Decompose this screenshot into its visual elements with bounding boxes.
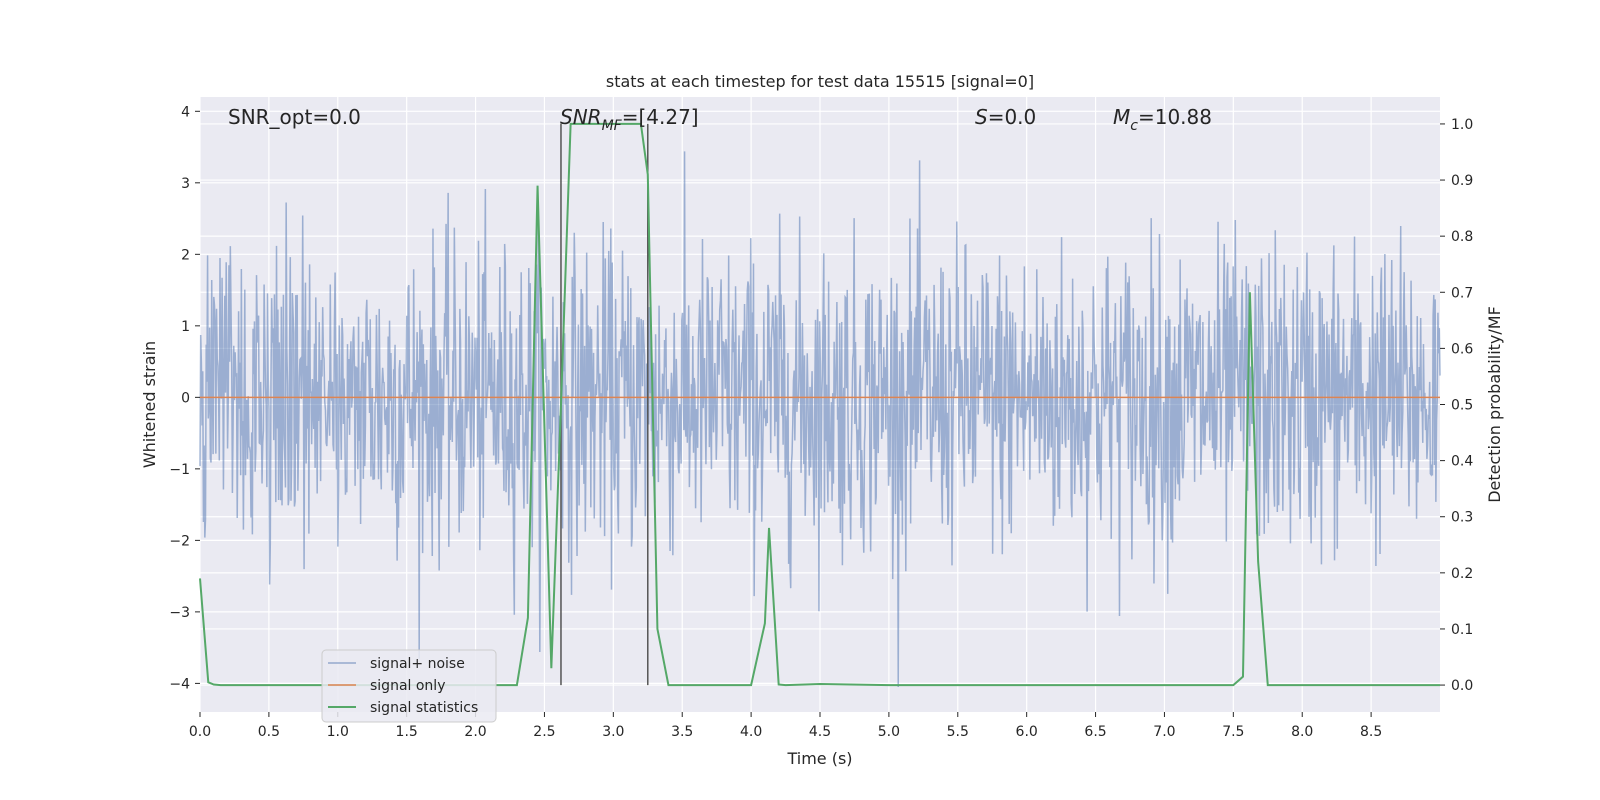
y-axis-right-label: Detection probability/MF bbox=[1485, 306, 1504, 503]
y-tick-label: −4 bbox=[169, 676, 190, 692]
legend-label-signal-only: signal only bbox=[370, 678, 445, 694]
y-tick-label: −2 bbox=[169, 533, 190, 549]
x-tick-label: 3.0 bbox=[602, 724, 624, 740]
annotation-mc-sub: c bbox=[1130, 118, 1138, 134]
y-tick-label: −3 bbox=[169, 605, 190, 621]
y-right-tick-label: 0.2 bbox=[1451, 566, 1473, 582]
y-right-tick-label: 0.3 bbox=[1451, 510, 1473, 526]
y-tick-label: −1 bbox=[169, 462, 190, 478]
ticks-layer: 0.0 0.5 1.0 1.5 2.0 2.5 3.0 3.5 4.0 4.5 5.0 5.5 6.0 6… bbox=[169, 104, 1473, 740]
annotation-s-symbol: S bbox=[975, 105, 988, 129]
x-tick-label: 5.5 bbox=[947, 724, 969, 740]
x-tick-label: 3.5 bbox=[671, 724, 693, 740]
y-tick-label: 4 bbox=[181, 104, 190, 120]
x-tick-label: 4.0 bbox=[740, 724, 762, 740]
annotation-mc-base: M bbox=[1113, 105, 1130, 129]
y-right-tick-label: 0.8 bbox=[1451, 229, 1473, 245]
y-axis-label: Whitened strain bbox=[140, 341, 159, 468]
x-tick-label: 8.0 bbox=[1291, 724, 1313, 740]
annotation-s-value: =0.0 bbox=[988, 105, 1037, 129]
noise-series-layer bbox=[199, 151, 1441, 687]
legend: signal+ noise signal only signal statist… bbox=[321, 649, 497, 723]
annotation-s: S=0.0 bbox=[975, 105, 1036, 129]
x-tick-label: 0.5 bbox=[258, 724, 280, 740]
y-right-tick-label: 0.0 bbox=[1451, 678, 1473, 694]
x-tick-label: 6.5 bbox=[1084, 724, 1106, 740]
annotation-snr-opt: SNR_opt=0.0 bbox=[228, 105, 361, 129]
y-right-tick-label: 0.9 bbox=[1451, 173, 1473, 189]
x-tick-label: 1.5 bbox=[396, 724, 418, 740]
y-right-tick-label: 1.0 bbox=[1451, 117, 1473, 133]
x-tick-label: 7.5 bbox=[1222, 724, 1244, 740]
x-tick-label: 6.0 bbox=[1016, 724, 1038, 740]
chart-title: stats at each timestep for test data 155… bbox=[606, 72, 1034, 91]
y-tick-label: 3 bbox=[181, 176, 190, 192]
annotation-mc: Mc=10.88 bbox=[1113, 105, 1212, 134]
legend-box bbox=[321, 649, 497, 723]
legend-label-signal-statistics: signal statistics bbox=[370, 700, 478, 716]
x-axis-label: Time (s) bbox=[786, 749, 852, 768]
annotation-snr-mf: SNRMF=[4.27] bbox=[560, 105, 699, 134]
y-right-tick-label: 0.5 bbox=[1451, 398, 1473, 414]
x-tick-label: 8.5 bbox=[1360, 724, 1382, 740]
x-tick-label: 2.5 bbox=[533, 724, 555, 740]
y-tick-label: 2 bbox=[181, 247, 190, 263]
series-signal-noise bbox=[199, 151, 1441, 687]
annotation-snr-mf-base: SNR bbox=[560, 105, 602, 129]
x-tick-label: 1.0 bbox=[327, 724, 349, 740]
legend-label-signal-noise: signal+ noise bbox=[370, 656, 465, 672]
y-tick-label: 1 bbox=[181, 319, 190, 335]
x-tick-label: 0.0 bbox=[189, 724, 211, 740]
x-tick-label: 7.0 bbox=[1153, 724, 1175, 740]
y-right-tick-label: 0.7 bbox=[1451, 285, 1473, 301]
y-right-tick-label: 0.4 bbox=[1451, 454, 1473, 470]
annotation-mc-value: =10.88 bbox=[1138, 105, 1212, 129]
y-right-tick-label: 0.1 bbox=[1451, 622, 1473, 638]
x-tick-label: 2.0 bbox=[464, 724, 486, 740]
x-tick-label: 5.0 bbox=[878, 724, 900, 740]
annotation-snr-mf-value: =[4.27] bbox=[622, 105, 699, 129]
y-tick-label: 0 bbox=[181, 390, 190, 406]
x-tick-label: 4.5 bbox=[809, 724, 831, 740]
y-right-tick-label: 0.6 bbox=[1451, 341, 1473, 357]
annotation-snr-mf-sub: MF bbox=[602, 118, 623, 134]
